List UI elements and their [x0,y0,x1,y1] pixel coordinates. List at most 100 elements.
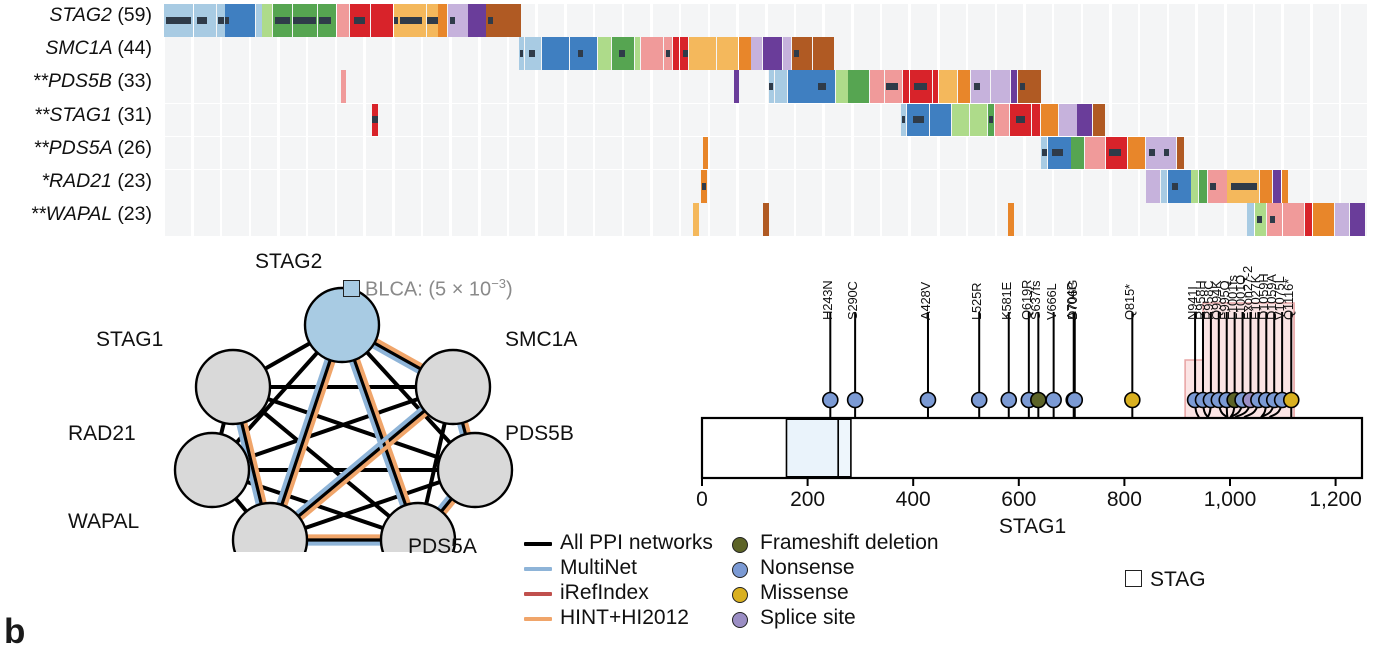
network-node-label-smc1a: SMC1A [505,328,578,351]
gene-count: (23) [117,203,152,226]
mutation-label: K581E [998,281,1014,320]
oncoprint-mutation-bar [449,16,455,24]
oncoprint-empty-cell [796,4,823,37]
gene-asterisks: * [41,170,50,192]
oncoprint-empty-cell [882,37,909,70]
oncoprint-empty-cell [652,170,679,203]
lollipop-marker-l525r[interactable] [970,391,988,409]
oncoprint-sample-block [768,70,774,103]
network-node-pds5b[interactable] [436,431,514,509]
oncoprint-empty-cell [451,170,479,203]
network-node-stag2[interactable] [303,286,381,364]
oncoprint-empty-cell [1283,103,1311,137]
oncoprint-sample-block [1077,103,1092,137]
oncoprint-sample-block [217,4,225,37]
oncoprint-sample-block [1281,170,1288,203]
oncoprint-empty-cell [710,136,737,170]
oncoprint-empty-cell [968,4,995,37]
oncoprint-empty-cell [509,70,536,103]
protein-domain-stag [785,418,840,478]
oncoprint-mutation-bar [218,16,225,24]
oncoprint-empty-cell [193,203,220,236]
oncoprint-sample-block [1058,103,1077,137]
oncoprint-empty-cell [767,4,794,37]
oncoprint-empty-cell [165,70,192,103]
oncoprint-empty-cell [423,203,450,236]
lollipop-marker-k581e[interactable] [1000,391,1018,409]
oncoprint-empty-cell [624,136,651,170]
oncoprint-sample-block [958,70,971,103]
oncoprint-empty-cell [1226,70,1253,103]
oncoprint-sample-block [1304,203,1313,236]
lollipop-marker-q815[interactable] [1124,391,1141,409]
gene-count: (23) [117,170,152,192]
oncoprint-sample-block [1128,136,1146,170]
oncoprint-sample-block [664,37,672,70]
oncoprint-empty-cell [738,203,765,236]
oncoprint-empty-cell [1197,4,1225,37]
lollipop-marker-v666l[interactable] [1045,391,1062,409]
network-node-wapal[interactable] [231,501,309,552]
oncoprint-empty-cell [1025,203,1052,236]
oncoprint-panel: STAG2 (59) SMC1A (44) **PDS5B (33) **STAG1 … [0,0,1375,240]
mutation-label: Q815* [1122,284,1138,320]
oncoprint-empty-cell [853,170,880,203]
legend-line-swatch-icon [524,567,552,571]
blca-pvalue-note: BLCA: (5 × 10−3) [343,276,513,302]
oncoprint-empty-cell [853,37,880,70]
oncoprint-empty-cell [853,4,880,37]
oncoprint-empty-cell [1312,70,1339,103]
axis-tick-label: 1,000 [1203,488,1257,511]
oncoprint-empty-cell [165,203,192,236]
oncoprint-empty-cell [652,136,679,170]
oncoprint-sample-block [1146,170,1160,203]
network-node-smc1a[interactable] [414,348,492,426]
oncoprint-empty-cell [308,37,335,70]
oncoprint-row [164,103,1369,137]
oncoprint-empty-cell [1283,37,1311,70]
oncoprint-sample-block [813,37,834,70]
oncoprint-empty-cell [509,203,536,236]
gene-count: (31) [117,103,152,126]
oncoprint-sample-block [929,103,952,137]
lollipop-marker-h243n[interactable] [822,391,839,409]
lollipop-svg [700,302,1364,486]
lollipop-marker-s290c[interactable] [846,391,864,409]
oncoprint-empty-cell [738,170,765,203]
oncoprint-empty-cell [710,4,737,37]
oncoprint-empty-cell [480,103,507,137]
oncoprint-sample-block [640,37,664,70]
gene-label-stag2: STAG2 (59) [49,4,152,26]
gene-label-wapal: **WAPAL (23) [30,203,152,226]
oncoprint-mutation-bar [1149,149,1155,157]
axis-tick-label: 600 [1001,488,1037,511]
network-legend-label: MultiNet [560,556,638,579]
oncoprint-empty-cell [1255,37,1282,70]
oncoprint-sample-block [1071,136,1085,170]
lollipop-marker-q1116[interactable] [1282,391,1300,409]
oncoprint-sample-block [791,37,813,70]
lollipop-marker-s637fs[interactable] [1030,391,1047,409]
lollipop-marker-d706g[interactable] [1066,391,1084,409]
oncoprint-empty-cell [365,136,393,170]
oncoprint-empty-cell [365,70,393,103]
oncoprint-empty-cell [1255,103,1282,137]
oncoprint-sample-block [971,70,990,103]
oncoprint-empty-cell [308,170,335,203]
oncoprint-empty-cell [193,37,220,70]
oncoprint-empty-cell [509,103,536,137]
lollipop-marker-a428v[interactable] [919,391,937,409]
oncoprint-empty-cell [193,136,220,170]
oncoprint-empty-cell [365,203,393,236]
ppi-network-diagram: STAG2 BLCA: (5 × 10−3) STAG1 SMC1A RAD21… [68,250,650,558]
oncoprint-empty-cell [652,203,679,236]
oncoprint-sample-block [1350,203,1365,236]
oncoprint-empty-cell [1255,136,1282,170]
oncoprint-mutation-bar [912,116,924,124]
oncoprint-sample-block [734,70,740,103]
network-node-rad21[interactable] [173,431,251,509]
network-node-stag1[interactable] [194,348,272,426]
oncoprint-sample-block [848,70,869,103]
oncoprint-sample-block [774,70,787,103]
network-node-pds5a[interactable] [379,501,457,552]
